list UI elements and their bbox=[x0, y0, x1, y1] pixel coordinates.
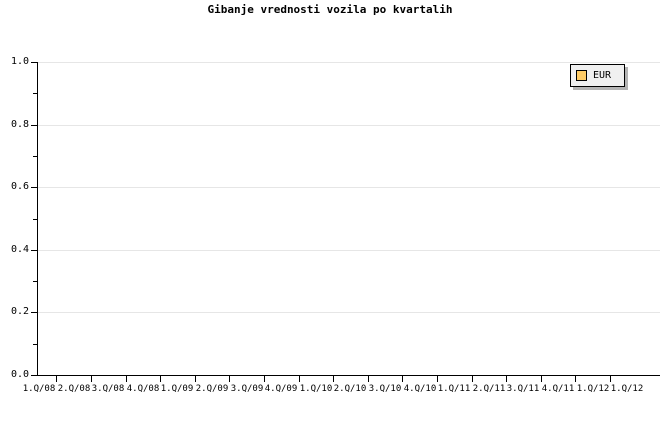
x-axis-tick bbox=[91, 376, 92, 382]
gridline bbox=[37, 187, 660, 189]
x-axis-tick-label: 2.Q/08 bbox=[57, 384, 91, 394]
x-axis-tick bbox=[195, 376, 196, 382]
x-axis-tick-label: 2.Q/11 bbox=[472, 384, 506, 394]
y-axis-minor-tick bbox=[33, 281, 37, 283]
y-axis-line bbox=[37, 62, 38, 376]
legend-swatch-icon bbox=[576, 70, 587, 81]
plot-area bbox=[37, 62, 660, 375]
y-axis-tick-label: 0.4 bbox=[10, 243, 29, 255]
x-axis-tick-label: 4.Q/08 bbox=[126, 384, 160, 394]
x-axis-tick bbox=[541, 376, 542, 382]
x-axis-tick-label: 1.Q/09 bbox=[160, 384, 194, 394]
y-axis-tick-label: 1.0 bbox=[10, 56, 29, 67]
y-axis-tick bbox=[31, 249, 37, 251]
x-axis-line bbox=[37, 375, 660, 376]
x-axis-tick-label: 1.Q/10 bbox=[299, 384, 333, 394]
x-axis-tick-label: 1.Q/11 bbox=[437, 384, 471, 394]
x-axis-tick bbox=[333, 376, 334, 382]
y-axis-tick bbox=[31, 375, 37, 376]
x-axis-tick bbox=[126, 376, 127, 382]
x-axis-tick bbox=[264, 376, 265, 382]
chart-title: Gibanje vrednosti vozila po kvartalih bbox=[207, 3, 453, 16]
x-axis-tick bbox=[368, 376, 369, 382]
x-axis-tick bbox=[437, 376, 438, 382]
y-axis-tick bbox=[31, 187, 37, 189]
x-axis-tick-label: 2.Q/09 bbox=[195, 384, 229, 394]
y-axis-minor-tick bbox=[33, 218, 37, 220]
legend[interactable]: EUR bbox=[570, 64, 625, 87]
x-axis-tick bbox=[506, 376, 507, 382]
gridline bbox=[37, 249, 660, 251]
x-axis-tick-label: 3.Q/10 bbox=[368, 384, 402, 394]
x-axis-tick-label: 4.Q/10 bbox=[403, 384, 437, 394]
gridline bbox=[37, 62, 660, 63]
y-axis-tick bbox=[31, 312, 37, 314]
legend-label-eur: EUR bbox=[593, 70, 612, 81]
x-axis-tick-label: 4.Q/09 bbox=[264, 384, 298, 394]
x-axis-tick-label: 1.Q/12 bbox=[610, 384, 644, 394]
x-axis-tick bbox=[229, 376, 230, 382]
x-axis-tick bbox=[160, 376, 161, 382]
y-axis-minor-tick bbox=[33, 343, 37, 345]
y-axis-tick bbox=[31, 62, 37, 63]
x-axis-tick bbox=[56, 376, 57, 382]
x-axis-tick bbox=[575, 376, 576, 382]
y-axis-minor-tick bbox=[33, 93, 37, 95]
x-axis-tick bbox=[610, 376, 611, 382]
x-axis-tick bbox=[299, 376, 300, 382]
x-axis-tick-label: 1.Q/08 bbox=[22, 384, 56, 394]
x-axis-tick-label: 3.Q/08 bbox=[91, 384, 125, 394]
y-axis-minor-tick bbox=[33, 155, 37, 157]
x-axis-tick bbox=[402, 376, 403, 382]
x-axis-tick-label: 2.Q/10 bbox=[333, 384, 367, 394]
y-axis-tick-label: 0.8 bbox=[10, 118, 29, 130]
x-axis-tick bbox=[472, 376, 473, 382]
y-axis-tick-label: 0.0 bbox=[10, 369, 29, 380]
x-axis-tick-label: 3.Q/09 bbox=[230, 384, 264, 394]
x-axis-tick-label: 3.Q/11 bbox=[506, 384, 540, 394]
y-axis-tick-label: 0.6 bbox=[10, 181, 29, 193]
gridline bbox=[37, 124, 660, 126]
gridline bbox=[37, 312, 660, 314]
y-axis-tick-label: 0.2 bbox=[10, 306, 29, 318]
y-axis-tick bbox=[31, 124, 37, 126]
x-axis-tick-label: 4.Q/11 bbox=[541, 384, 575, 394]
x-axis-tick-label: 1.Q/12 bbox=[576, 384, 610, 394]
